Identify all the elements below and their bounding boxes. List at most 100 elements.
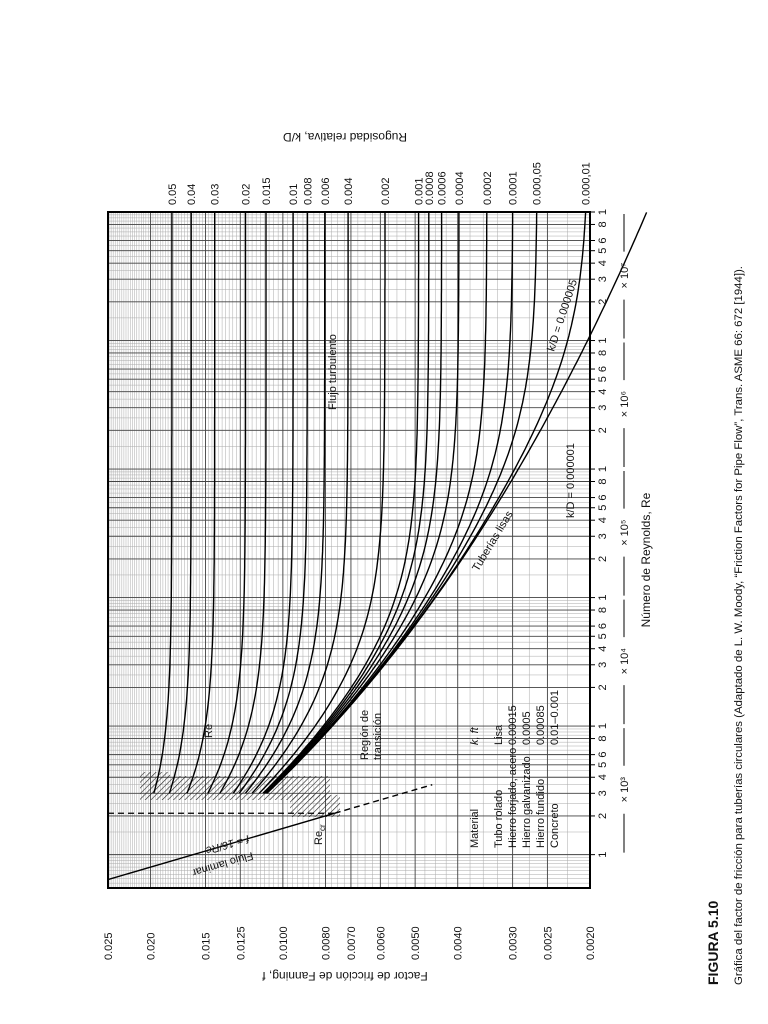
decade-label: × 10³ (619, 777, 631, 803)
y-tick-label: 0.015 (200, 932, 212, 960)
roughness-curve (263, 212, 443, 794)
x-tick-label: 1 (597, 595, 609, 601)
roughness-label: 0.000,01 (581, 162, 593, 205)
smooth-pipe-curve (266, 212, 648, 794)
roughness-curve (263, 212, 430, 794)
x-tick-label: 1 (597, 852, 609, 858)
y-tick-label: 0.0070 (346, 926, 358, 960)
table-cell: 0.00015 (507, 705, 519, 745)
roughness-label: 0.0004 (454, 171, 466, 205)
annotation: Re (203, 724, 215, 738)
x-tick-label: 8 (597, 607, 609, 613)
roughness-label: 0.0002 (482, 171, 494, 205)
x-tick-label: 4 (597, 389, 609, 395)
y-tick-label: 0.0100 (278, 926, 290, 960)
table-cell: 0.0005 (521, 711, 533, 745)
y-tick-label: 0.0060 (375, 926, 387, 960)
roughness-label: 0.015 (261, 177, 273, 205)
table-header: k, ft (469, 726, 481, 745)
x-tick-label: 5 (597, 762, 609, 768)
x-tick-label: 3 (597, 533, 609, 539)
laminar-line (107, 812, 335, 881)
annotation: transición (372, 713, 384, 760)
x-tick-label: 8 (597, 735, 609, 741)
x-tick-label: 2 (597, 299, 609, 305)
x-tick-label: 4 (597, 517, 609, 523)
x-tick-label: 2 (597, 813, 609, 819)
x-tick-label: 3 (597, 276, 609, 282)
y-axis-title: Factor de fricción de Fanning, f (262, 969, 428, 983)
annotation: Región de (359, 710, 371, 760)
roughness-curve (264, 212, 460, 794)
decade-label: × 10⁵ (619, 520, 631, 546)
x-tick-label: 5 (597, 248, 609, 254)
x-tick-label: 1 (597, 723, 609, 729)
y-tick-label: 0.0040 (453, 926, 465, 960)
y-tick-label: 0.0050 (410, 926, 422, 960)
roughness-curve (238, 212, 308, 794)
roughness-label: 0.006 (320, 177, 332, 205)
roughness-curve (265, 212, 514, 794)
x-tick-label: 3 (597, 790, 609, 796)
x-tick-label: 1 (597, 337, 609, 343)
roughness-curve (186, 212, 216, 794)
x-tick-label: 6 (597, 237, 609, 243)
roughness-label: 0.05 (167, 184, 179, 205)
annotation: Flujo turbulento (327, 334, 339, 410)
roughness-label: 0.001 (414, 177, 426, 205)
laminar-extension (334, 784, 433, 814)
table-header: Material (469, 809, 481, 848)
table-cell: Hierro galvanizado (521, 756, 533, 848)
table-cell: 0.00085 (535, 705, 547, 745)
transition-hatch (290, 795, 340, 817)
x-axis-title: Número de Reynolds, Re (639, 492, 653, 627)
x-tick-label: 5 (597, 376, 609, 382)
roughness-label: 0.002 (380, 177, 392, 205)
roughness-curve (262, 212, 420, 794)
x-tick-label: 2 (597, 684, 609, 690)
transition-hatch (140, 772, 170, 800)
y-tick-label: 0.025 (103, 932, 115, 960)
roughness-curve (251, 212, 349, 794)
x-tick-label: 4 (597, 774, 609, 780)
roughness-label: 0.0008 (424, 171, 436, 205)
annotation: Recr (313, 824, 327, 845)
roughness-label: 0.000,05 (532, 162, 544, 205)
x-tick-label: 2 (597, 556, 609, 562)
roughness-curve (207, 212, 247, 794)
y-tick-label: 0.0030 (508, 926, 520, 960)
x-tick-label: 8 (597, 221, 609, 227)
x-tick-label: 5 (597, 505, 609, 511)
roughness-label: 0.02 (241, 184, 253, 205)
roughness-label: 0.03 (210, 184, 222, 205)
curves (107, 212, 648, 881)
y-tick-label: 0.0125 (235, 926, 247, 960)
x-tick-label: 1 (597, 466, 609, 472)
annotation: k/D = 0.000001 (565, 443, 577, 518)
table-cell: Concreto (549, 803, 561, 848)
y-tick-label: 0.0025 (542, 926, 554, 960)
y-tick-label: 0.0080 (320, 926, 332, 960)
x-tick-label: 3 (597, 405, 609, 411)
roughness-curve (153, 212, 173, 794)
annotation: Tuberías lisas (470, 509, 516, 574)
roughness-label: 0.008 (302, 177, 314, 205)
decade-label: × 10⁴ (619, 648, 631, 675)
plot-frame (107, 211, 591, 889)
x-tick-label: 6 (597, 495, 609, 501)
figure-label: FIGURA 5.10 (705, 901, 721, 985)
x-tick-label: 8 (597, 478, 609, 484)
x-tick-label: 6 (597, 366, 609, 372)
roughness-curve (258, 212, 386, 794)
annotation: cr (318, 824, 327, 831)
y-tick-label: 0.020 (146, 932, 158, 960)
annotation: Re (313, 831, 325, 845)
x-tick-label: 4 (597, 260, 609, 266)
x-tick-label: 6 (597, 623, 609, 629)
table-cell: Hierro forjado, acero (507, 748, 519, 848)
table-cell: Lisa (493, 724, 505, 745)
roughness-curve (219, 212, 267, 794)
y-tick-label: 0.0020 (585, 926, 597, 960)
